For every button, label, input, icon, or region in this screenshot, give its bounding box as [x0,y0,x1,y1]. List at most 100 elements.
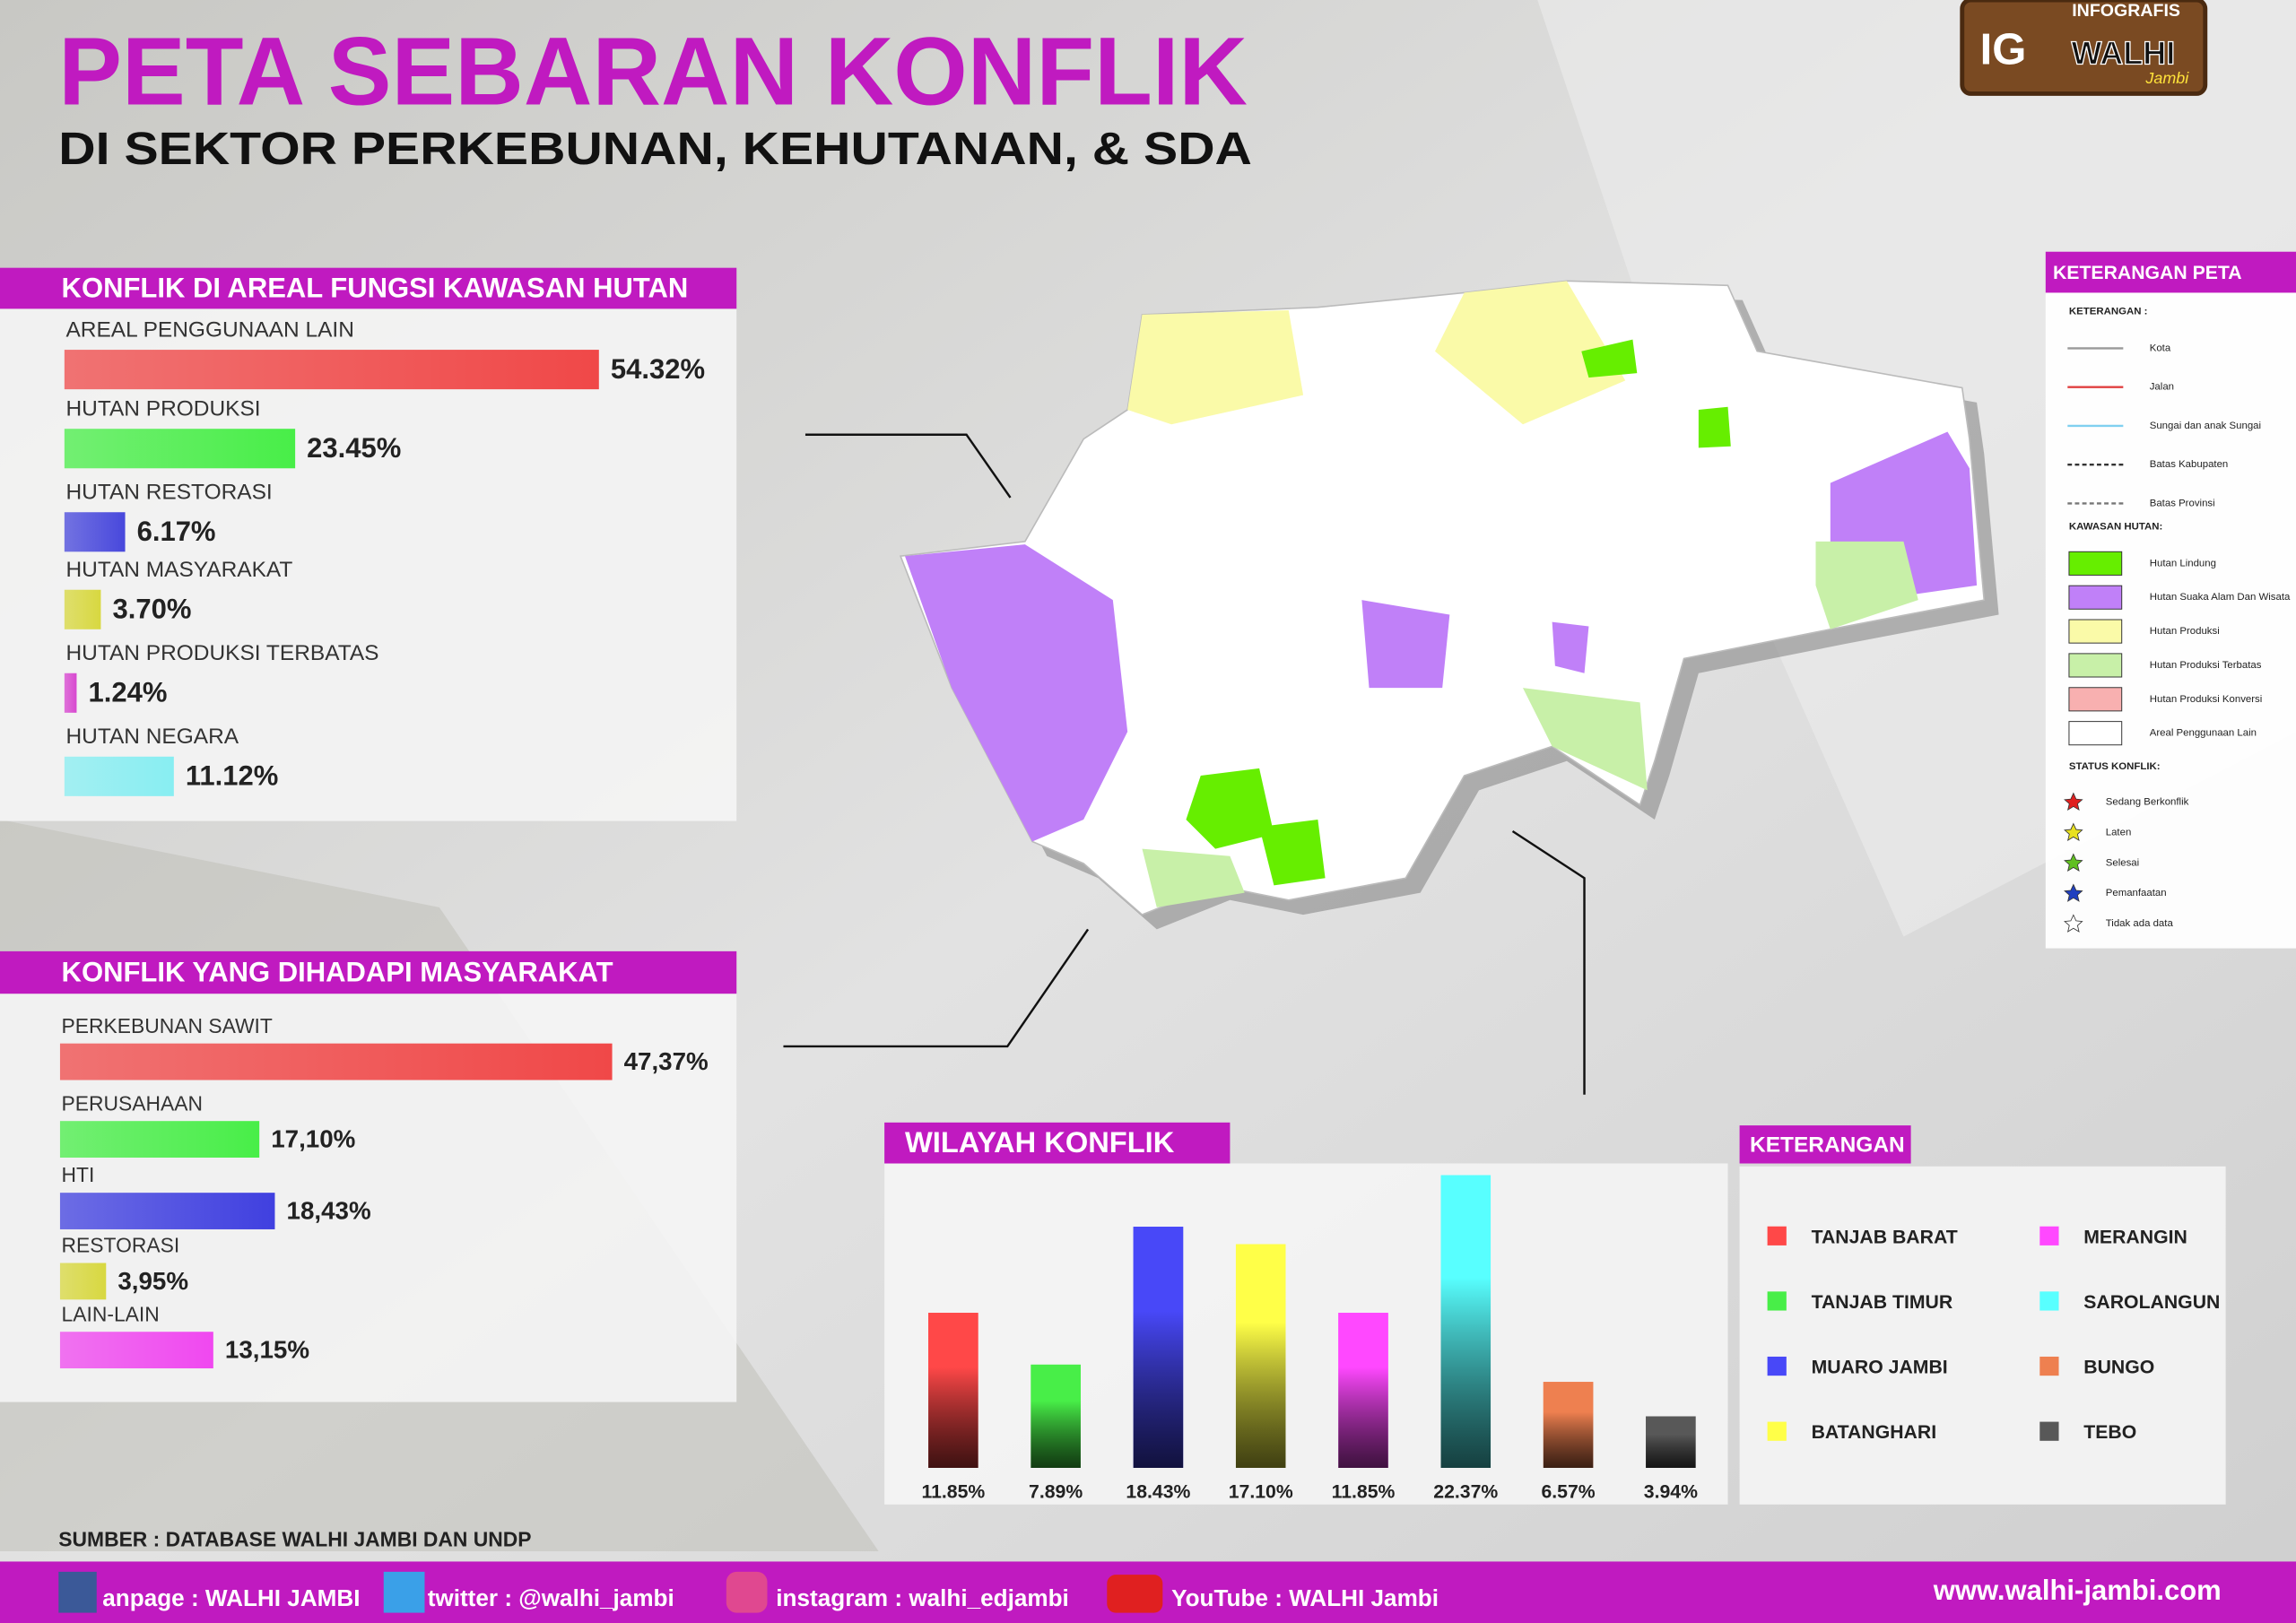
legend-label: SAROLANGUN [2083,1292,2220,1313]
map-legend-label: Areal Penggunaan Lain [2150,728,2257,739]
value-label: 7.89% [1029,1481,1083,1502]
map-legend-swatch [2068,619,2123,644]
map-legend-swatch [2068,653,2123,678]
map-legend-swatch [2068,585,2123,610]
value-label: 1.24% [89,677,168,708]
map-legend-label: Hutan Lindung [2150,558,2216,568]
legend-swatch [2039,1226,2059,1245]
bar-label: HTI [62,1163,95,1186]
bar [59,1043,613,1081]
map-zone [1698,406,1731,448]
value-label: 54.32% [611,353,705,385]
bar [59,1263,107,1300]
map-legend-heading: KAWASAN HUTAN: [2069,522,2162,533]
legend-label: BUNGO [2083,1358,2154,1378]
bar [64,512,126,552]
legend-swatch [2039,1356,2059,1376]
bar [64,673,77,713]
legend-swatch [1767,1421,1787,1441]
facebook-link[interactable]: anpage : WALHI JAMBI [102,1584,360,1611]
bar-label: HUTAN RESTORASI [65,480,272,504]
bar-label: PERKEBUNAN SAWIT [62,1014,273,1037]
panel-header [884,1122,1231,1164]
value-label: 11.12% [186,760,278,792]
value-label: 22.37% [1433,1481,1498,1502]
value-label: 17,10% [271,1125,355,1153]
bar [928,1313,978,1468]
bar [1543,1382,1594,1468]
map-legend-label: Hutan Produksi [2150,626,2220,637]
map-legend-label: Selesai [2106,857,2139,868]
value-label: 17.10% [1229,1481,1293,1502]
bar-label: AREAL PENGGUNAAN LAIN [65,317,353,342]
panel-header [0,950,737,994]
map-legend-star [2064,883,2083,902]
value-label: 3.70% [112,594,191,625]
map-zone [1552,621,1589,673]
map-legend-header [2045,251,2296,293]
map-zone [1259,819,1326,886]
map-legend-star [2064,822,2083,842]
instagram-link[interactable]: instagram : walhi_edjambi [776,1584,1069,1611]
legend-header [1739,1125,1911,1164]
map-legend-label: Batas Kabupaten [2150,459,2229,470]
bar-label: HUTAN PRODUKSI TERBATAS [65,641,378,665]
value-label: 23.45% [307,432,401,464]
connector-line [1511,830,1586,1095]
value-label: 13,15% [225,1336,309,1364]
map-legend-star [2064,914,2083,933]
website-link[interactable]: www.walhi-jambi.com [1933,1575,2222,1606]
value-label: 3.94% [1644,1481,1698,1502]
value-label: 6.57% [1541,1481,1595,1502]
value-label: 18.43% [1126,1481,1190,1502]
map-legend-swatch [2068,721,2123,746]
youtube-icon[interactable] [1107,1575,1163,1613]
bar-label: HUTAN PRODUKSI [65,396,260,421]
panel-title: KONFLIK DI AREAL FUNGSI KAWASAN HUTAN [62,272,689,303]
value-label: 11.85% [1332,1481,1396,1502]
bar [64,589,101,629]
youtube-link[interactable]: YouTube : WALHI Jambi [1171,1584,1439,1611]
panel-title: WILAYAH KONFLIK [905,1125,1175,1159]
source: SUMBER : DATABASE WALHI JAMBI DAN UNDP [58,1528,531,1551]
legend-label: TANJAB TIMUR [1812,1292,1953,1313]
panel-header [0,267,737,309]
twitter-icon[interactable] [383,1571,425,1613]
panel [0,308,737,821]
value-label: 47,37% [624,1047,709,1075]
bar-label: LAIN-LAIN [62,1302,160,1325]
map-legend-label: Jalan [2150,382,2174,393]
logo-region: Jambi [2144,69,2189,87]
map-legend-label: Tidak ada data [2106,918,2174,929]
bar-label: PERUSAHAAN [62,1091,203,1115]
bar-label: HUTAN NEGARA [65,725,239,749]
logo-name: WALHI [2071,35,2175,72]
bar [1646,1416,1696,1468]
map-zone [1815,541,1918,629]
map-zone [1361,600,1450,689]
value-label: 6.17% [137,516,216,547]
map-legend-swatch [2068,551,2123,576]
legend-label: MERANGIN [2083,1227,2187,1247]
instagram-icon[interactable] [726,1571,768,1613]
logo: INFOGRAFIS IG WALHI Jambi [1960,0,2208,96]
map-legend-label: Hutan Produksi Terbatas [2150,660,2262,671]
bar [1133,1227,1184,1468]
subtitle: DI SEKTOR PERKEBUNAN, KEHUTANAN, & SDA [58,123,1252,174]
map-legend-star [2064,853,2083,872]
bar [59,1121,260,1158]
panel-title: KONFLIK YANG DIHADAPI MASYARAKAT [62,956,613,987]
bar [1440,1175,1492,1468]
bar [64,756,174,796]
map-legend-label: Batas Provinsi [2150,498,2215,508]
legend-swatch [2039,1421,2059,1441]
twitter-link[interactable]: twitter : @walhi_jambi [428,1584,674,1611]
panel [884,1163,1728,1505]
map-zone [904,544,1128,842]
facebook-icon[interactable] [58,1571,97,1613]
bar [59,1332,213,1369]
legend-label: BATANGHARI [1812,1422,1937,1443]
logo-board [1960,0,2208,96]
map-zone [1186,768,1274,849]
legend-label: TANJAB BARAT [1812,1227,1958,1247]
